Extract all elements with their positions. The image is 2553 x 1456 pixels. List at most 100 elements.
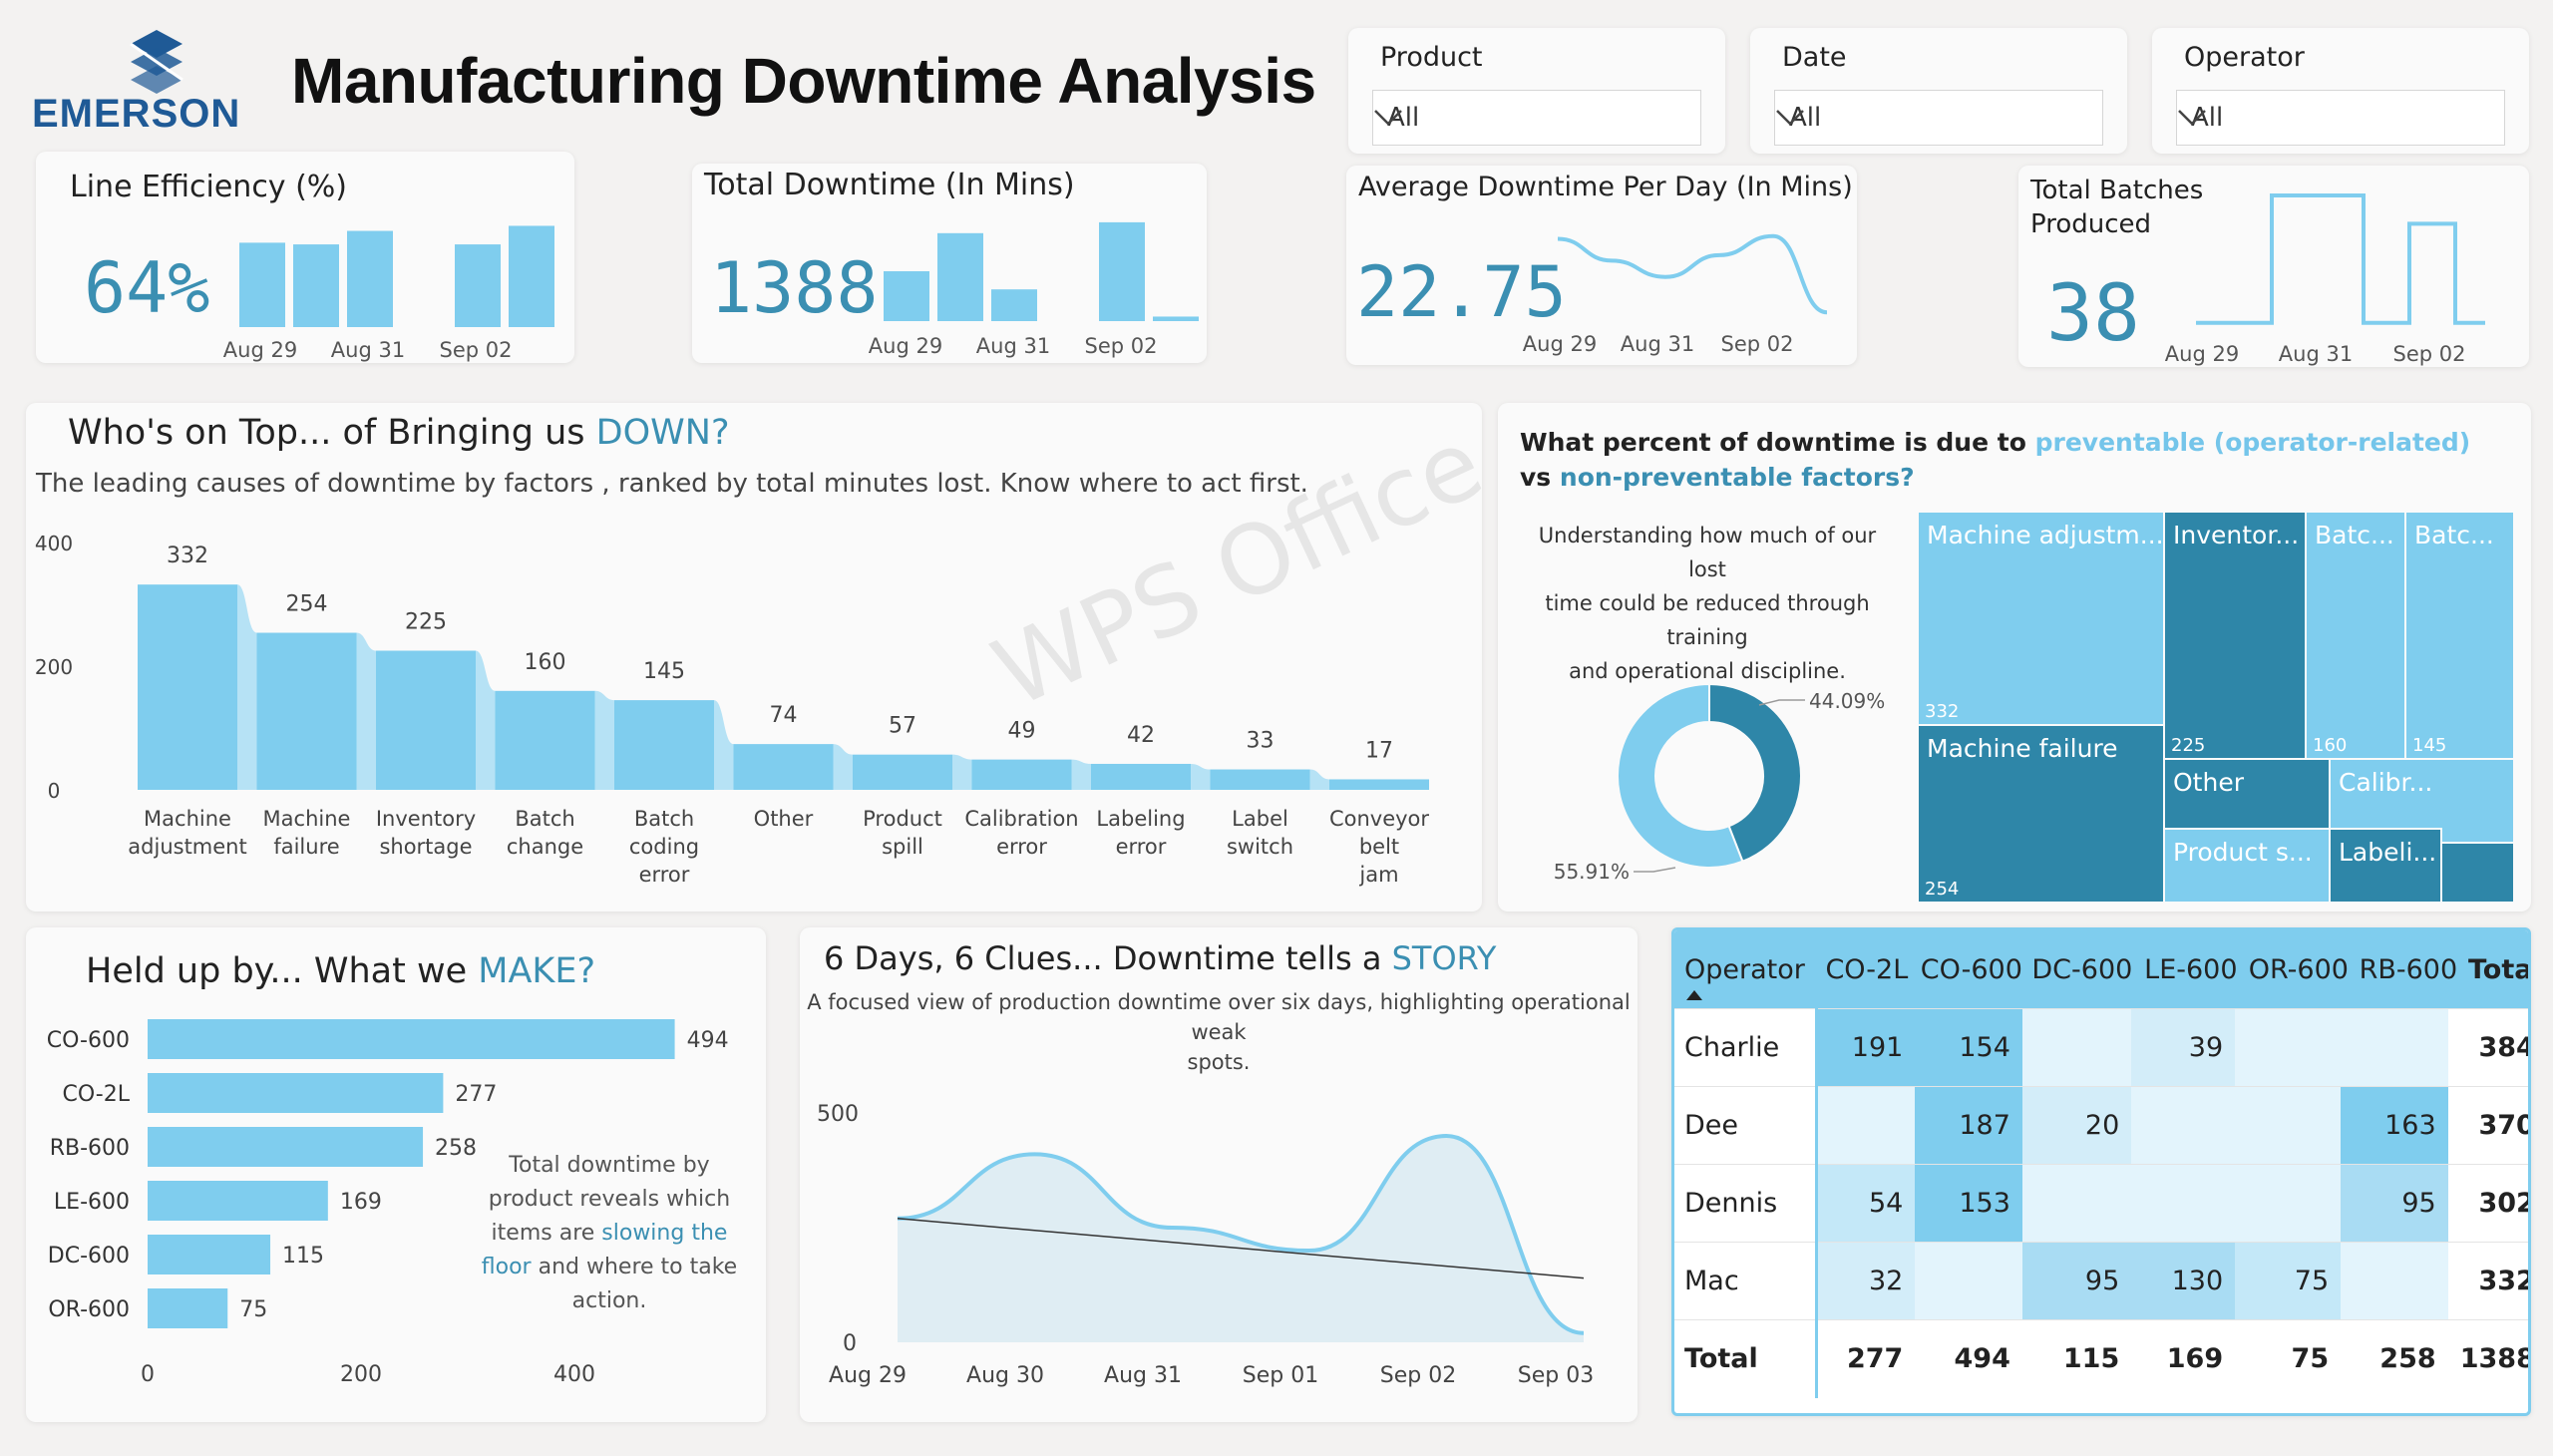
- causes-panel: Who's on Top... of Bringing us DOWN? The…: [26, 403, 1482, 911]
- kpi-axis-label: Aug 29: [223, 338, 297, 362]
- treemap-tile[interactable]: Other: [2165, 760, 2329, 828]
- filter-product: Product All: [1348, 28, 1725, 154]
- x-tick-label: error: [1116, 835, 1167, 859]
- treemap-tile[interactable]: Machine adjustm... 332: [1919, 513, 2163, 724]
- story-panel: 6 Days, 6 Clues... Downtime tells a STOR…: [800, 927, 1638, 1422]
- treemap-tile[interactable]: Inventor... 225: [2165, 513, 2305, 758]
- chevron-down-icon: [1776, 110, 1804, 126]
- x-tick-label: Aug 30: [966, 1363, 1044, 1388]
- kpi-bar: [455, 244, 501, 327]
- product-panel: Held up by... What we MAKE? CO-600 494 CO-…: [26, 927, 766, 1422]
- matrix-table: Operator CO-2L CO-600 DC-600 LE-600 OR-600 RB…: [1674, 930, 2531, 1398]
- filter-date: Date All: [1750, 28, 2127, 154]
- product-bar: [148, 1288, 228, 1328]
- kpi-bar: [884, 271, 929, 321]
- x-tick-label: Sep 01: [1243, 1363, 1318, 1388]
- y-tick-label: 500: [817, 1102, 859, 1127]
- donut-slice: [1617, 682, 1744, 869]
- treemap-tile[interactable]: Labeli...: [2331, 830, 2440, 902]
- x-tick-label: Product: [863, 807, 942, 831]
- kpi-total-downtime: Total Downtime (In Mins) 1388 Aug 29 Aug …: [692, 164, 1207, 363]
- matrix-row: Dennis 54 153 95 302: [1674, 1164, 2528, 1243]
- treemap-tile-label: Batc...: [2315, 521, 2394, 549]
- treemap-tile[interactable]: [2442, 760, 2513, 842]
- bar-data-label: 49: [1008, 719, 1036, 744]
- matrix-column-header[interactable]: LE-600: [2144, 953, 2238, 985]
- x-tick-label: coding: [629, 835, 699, 859]
- bar-connector: [356, 632, 376, 790]
- matrix-column-header[interactable]: DC-600: [2031, 953, 2133, 985]
- cause-bar: [733, 744, 834, 790]
- downtime-treemap: Machine adjustm... 332 Inventor... 225 Batc.…: [1919, 513, 2513, 902]
- operator-dropdown[interactable]: All: [2176, 90, 2505, 146]
- bar-data-label: 160: [525, 650, 566, 675]
- matrix-row-label: Dee: [1674, 1086, 1819, 1165]
- x-tick-label: 200: [340, 1362, 382, 1387]
- treemap-tile-value: 254: [1925, 879, 1960, 900]
- matrix-cell: 163: [2341, 1086, 2448, 1165]
- treemap-tile-label: Other: [2173, 768, 2244, 797]
- matrix-cell: [2235, 1164, 2342, 1243]
- bar-data-label: 57: [889, 714, 916, 739]
- matrix-column-header[interactable]: Total: [2467, 953, 2531, 985]
- matrix-column-header[interactable]: RB-600: [2359, 953, 2458, 985]
- bar-data-label: 115: [282, 1244, 324, 1269]
- matrix-cell: 384: [2447, 1008, 2528, 1087]
- matrix-row-label: Mac: [1674, 1242, 1819, 1320]
- treemap-tile[interactable]: Machine failure 254: [1919, 726, 2163, 902]
- kpi-bar: [1153, 316, 1199, 321]
- x-tick-label: change: [507, 835, 583, 859]
- treemap-tile-label: Machine failure: [1927, 734, 2118, 763]
- kpi-bar: [991, 289, 1037, 321]
- kpi-axis-label: Aug 29: [1523, 332, 1597, 356]
- chevron-down-icon: [1374, 110, 1402, 126]
- treemap-tile[interactable]: [2442, 844, 2513, 902]
- kpi-bar: [347, 230, 393, 327]
- matrix-cell: [2341, 1008, 2448, 1087]
- matrix-cell: 39: [2131, 1008, 2236, 1087]
- kpi-bar: [1099, 221, 1145, 321]
- kpi-total-downtime-chart: Aug 29 Aug 31 Sep 02: [869, 221, 1199, 358]
- treemap-tile-value: 145: [2412, 735, 2447, 756]
- matrix-column-header[interactable]: CO-600: [1920, 953, 2022, 985]
- bar-data-label: 169: [340, 1190, 382, 1215]
- x-tick-label: 400: [553, 1362, 595, 1387]
- matrix-column-headers: CO-2L CO-600 DC-600 LE-600 OR-600 RB-600 Total: [1817, 930, 2531, 1009]
- treemap-tile[interactable]: Product s...: [2165, 830, 2329, 902]
- y-tick-label: 200: [35, 655, 73, 679]
- bar-connector: [1309, 769, 1329, 790]
- cause-bar: [853, 754, 952, 790]
- kpi-avg-downtime: Average Downtime Per Day (In Mins) 22.75…: [1346, 166, 1857, 365]
- cause-bar: [1091, 763, 1191, 790]
- product-dropdown[interactable]: All: [1372, 90, 1701, 146]
- y-tick-label: RB-600: [50, 1136, 130, 1161]
- x-tick-label: Label: [1232, 807, 1288, 831]
- matrix-cell: 494: [1915, 1319, 2022, 1398]
- kpi-bar: [239, 242, 285, 327]
- treemap-tile[interactable]: Batc... 160: [2307, 513, 2404, 758]
- matrix-row-label: Dennis: [1674, 1164, 1819, 1243]
- bar-connector: [714, 700, 734, 790]
- kpi-line-efficiency: Line Efficiency (%) 64% Aug 29 Aug 31 Sep …: [36, 152, 574, 363]
- donut-leader-line: [1634, 867, 1676, 873]
- matrix-cell: 75: [2235, 1319, 2342, 1398]
- story-subtitle: A focused view of production downtime ov…: [807, 990, 1631, 1074]
- matrix-cell: 169: [2131, 1319, 2236, 1398]
- bar-data-label: 33: [1247, 729, 1275, 754]
- matrix-column-header[interactable]: OR-600: [2248, 953, 2349, 985]
- kpi-title: Line Efficiency (%): [70, 170, 348, 204]
- filter-operator: Operator All: [2152, 28, 2529, 154]
- bar-connector: [594, 690, 614, 790]
- matrix-cell: [2131, 1086, 2236, 1165]
- kpi-title: Average Downtime Per Day (In Mins): [1358, 172, 1853, 202]
- matrix-column-header[interactable]: CO-2L: [1825, 953, 1909, 985]
- treemap-tile[interactable]: Batc... 145: [2406, 513, 2513, 758]
- matrix-cell: 1388: [2447, 1319, 2528, 1398]
- matrix-header-operator[interactable]: Operator: [1674, 930, 1817, 1009]
- product-note: Total downtime by product reveals which …: [481, 1153, 738, 1313]
- logo: EMERSON: [32, 28, 281, 138]
- date-dropdown[interactable]: All: [1774, 90, 2103, 146]
- matrix-cell: 20: [2021, 1086, 2132, 1165]
- kpi-trend-line: [1557, 233, 1828, 315]
- x-tick-label: error: [996, 835, 1047, 859]
